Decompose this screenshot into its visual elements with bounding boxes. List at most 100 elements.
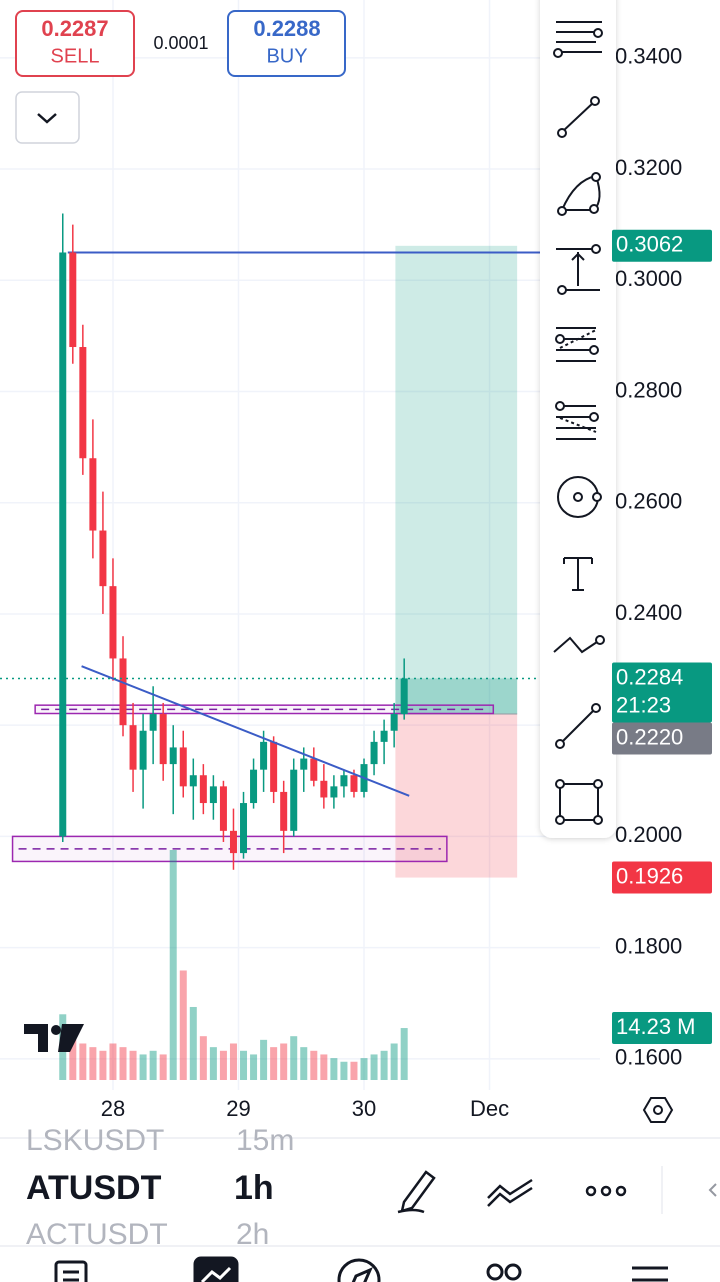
tool-arc[interactable] [557, 172, 601, 216]
price-tags: 0.3062 0.2284 21:23 0.2220 0.1926 14.23 M [612, 229, 712, 1045]
nav-menu[interactable] [632, 1266, 668, 1282]
volume-bar [300, 1047, 308, 1080]
candle-body [370, 741, 378, 765]
candle-body [139, 730, 147, 770]
volume-bar [370, 1054, 378, 1080]
candle-body [260, 741, 268, 770]
symbol[interactable]: LSKUSDT [26, 1124, 164, 1157]
interval[interactable]: 1h [234, 1169, 274, 1207]
candle-body [109, 586, 117, 659]
more-button[interactable] [585, 1185, 627, 1197]
tool-rect[interactable] [555, 779, 603, 825]
settings-button[interactable] [642, 1097, 674, 1123]
tool-path[interactable] [553, 635, 605, 654]
x-tick-label: Dec [470, 1096, 509, 1121]
interval[interactable]: 2h [236, 1218, 269, 1251]
candle-body [99, 530, 107, 587]
tool-line[interactable] [555, 703, 601, 749]
candle-body [129, 725, 137, 770]
candle-body [240, 803, 248, 854]
tool-projection[interactable] [556, 244, 601, 295]
sell-price: 0.2287 [41, 16, 108, 41]
candle-body [179, 747, 187, 787]
candle-body [189, 775, 197, 787]
candle-body [79, 347, 87, 459]
volume-bar [229, 1043, 237, 1080]
symbol-actions [397, 1166, 717, 1214]
tool-text[interactable] [563, 557, 593, 591]
volume-bar [380, 1050, 388, 1080]
target-tag-label: 0.3062 [616, 232, 683, 257]
interval[interactable]: 15m [236, 1124, 294, 1157]
y-tick-label: 0.3200 [615, 155, 682, 180]
nav-watchlist[interactable] [54, 1260, 88, 1282]
y-tick-label: 0.2800 [615, 377, 682, 402]
bottom-nav [54, 1256, 668, 1282]
candle-body [69, 252, 77, 348]
draw-button[interactable] [397, 1170, 436, 1214]
volume-bar [400, 1028, 408, 1080]
volume-bar [99, 1050, 107, 1080]
volume-bar [240, 1050, 248, 1080]
open-profit [395, 678, 518, 715]
sell-button[interactable]: 0.2287 SELL [15, 10, 135, 77]
volume-bar [330, 1058, 338, 1080]
symbol[interactable]: ATUSDT [26, 1169, 162, 1207]
volume-bar [350, 1061, 358, 1080]
y-tick-label: 0.3400 [615, 44, 682, 69]
candle-body [270, 741, 278, 792]
volume-bar [320, 1054, 328, 1080]
candle-body [169, 747, 177, 765]
tool-trend[interactable] [557, 96, 600, 138]
candle-body [390, 714, 398, 731]
collapse-button[interactable] [15, 91, 80, 144]
candle-body [300, 758, 308, 770]
tool-circle[interactable] [557, 476, 602, 518]
candle-body [320, 780, 328, 798]
volume-bar [340, 1061, 348, 1080]
volume-tag [612, 1012, 712, 1045]
last-price-label: 0.2284 [616, 664, 683, 689]
volume-bar [219, 1050, 227, 1080]
candle-body [290, 769, 298, 831]
indicator-button[interactable] [487, 1178, 533, 1207]
volume-bar [360, 1058, 368, 1080]
y-tick-label: 0.1600 [615, 1045, 682, 1070]
candle-body [199, 775, 207, 804]
candle-body [380, 730, 388, 742]
x-tick-label: 28 [101, 1096, 125, 1121]
x-tick-label: 29 [226, 1096, 250, 1121]
buy-button[interactable]: 0.2288 BUY [227, 10, 346, 77]
nav-chart[interactable] [193, 1256, 239, 1282]
candle-body [330, 786, 338, 798]
tool-fib[interactable] [555, 327, 599, 362]
tool-lines[interactable] [553, 21, 603, 58]
target-zone [395, 245, 518, 715]
volume-bar [89, 1047, 97, 1080]
volume-bar [69, 1036, 77, 1080]
symbol-list: LSKUSDT 15m ATUSDT 1h ACTUSDT 2h [26, 1124, 294, 1251]
buy-label: BUY [266, 45, 307, 67]
volume-bar [280, 1043, 288, 1080]
volume-bar [129, 1050, 137, 1080]
volume-bar [250, 1054, 258, 1080]
volume-bar [189, 1006, 197, 1080]
logo [24, 1024, 84, 1052]
last-price-tag [612, 662, 712, 723]
stop-tag [612, 861, 712, 894]
grid [0, 0, 600, 1090]
nav-explore[interactable] [337, 1258, 381, 1282]
volume-bar [109, 1043, 117, 1080]
volume-bar [169, 850, 177, 1080]
volume-bar [290, 1036, 298, 1080]
nav-community[interactable] [486, 1263, 522, 1281]
entry-tag [612, 722, 712, 755]
symbol[interactable]: ACTUSDT [26, 1218, 168, 1251]
countdown: 21:23 [616, 692, 671, 717]
entry-tag-label: 0.2220 [616, 724, 683, 749]
drawing-toolbar [540, 0, 616, 838]
tool-fib-ext[interactable] [555, 401, 599, 440]
candle-body [149, 714, 157, 731]
zone [34, 704, 495, 715]
